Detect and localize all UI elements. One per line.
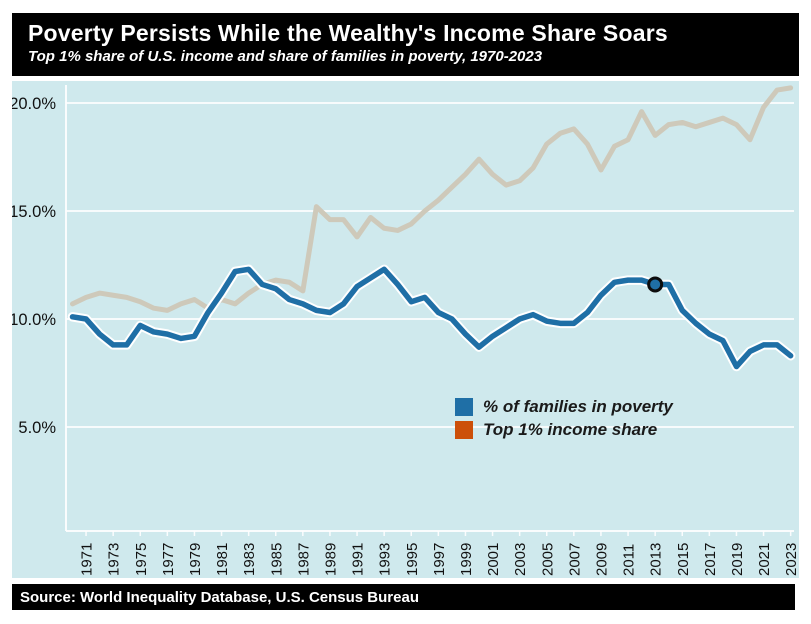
legend-label-top1: Top 1% income share [483,419,658,439]
x-tick-label: 1983 [241,543,258,576]
x-tick-label: 2015 [675,543,692,576]
x-tick-label: 2013 [648,543,665,576]
x-tick-label: 2021 [756,543,773,576]
footer-bar: Source: World Inequality Database, U.S. … [12,584,795,610]
x-tick-label: 1997 [431,543,448,576]
y-tick-label: 20.0% [12,95,56,113]
x-tick-label: 2009 [593,543,610,576]
x-tick-label: 1999 [458,543,475,576]
legend-item-top1: Top 1% income share [455,418,673,441]
chart-area: 20.0% 15.0% 10.0% 5.0% 1971 1973 1975 1977 1979 1… [12,81,799,578]
x-tick-label: 1985 [268,543,285,576]
chart-legend: % of families in poverty Top 1% income s… [455,395,673,441]
x-tick-label: 2007 [566,543,583,576]
y-tick-label: 5.0% [18,419,56,437]
poverty-line-halo [67,264,796,372]
x-tick-label: 1991 [350,543,367,576]
x-tick-label: 2019 [729,543,746,576]
top1-income-share-line [70,85,794,313]
legend-item-poverty: % of families in poverty [455,395,673,418]
chart-subtitle: Top 1% share of U.S. income and share of… [28,48,543,65]
x-tick-label: 1977 [160,543,177,576]
poverty-line [69,266,794,370]
legend-swatch-poverty [455,397,473,416]
x-tick-label: 1981 [214,543,231,576]
x-tick-label: 2003 [512,543,529,576]
y-tick-label: 15.0% [12,203,56,221]
chart-title: Poverty Persists While the Wealthy's Inc… [28,20,668,46]
x-tick-label: 1987 [295,543,312,576]
x-tick-label: 1989 [322,543,339,576]
header-bar: Poverty Persists While the Wealthy's Inc… [12,13,799,76]
source-note: Source: World Inequality Database, U.S. … [20,588,419,606]
x-tick-label: 2011 [621,544,638,576]
legend-swatch-top1 [455,420,473,439]
x-tick-label: 2017 [702,543,719,576]
x-tick-label: 2005 [539,543,556,576]
x-tick-label: 1971 [79,543,96,576]
x-tick-label: 1973 [106,543,123,576]
x-tick-label: 1975 [133,543,150,576]
x-tick-label: 2001 [485,543,502,576]
x-tick-label: 1993 [377,543,394,576]
x-tick-label: 2023 [783,543,799,576]
x-tick-label: 1979 [187,543,204,576]
highlight-dot-2013 [647,276,664,293]
line-chart-plot: 20.0% 15.0% 10.0% 5.0% 1971 1973 1975 1977 1979 1… [12,85,799,576]
y-tick-label: 10.0% [12,311,56,329]
legend-label-poverty: % of families in poverty [483,396,673,416]
x-tick-label: 1995 [404,543,421,576]
